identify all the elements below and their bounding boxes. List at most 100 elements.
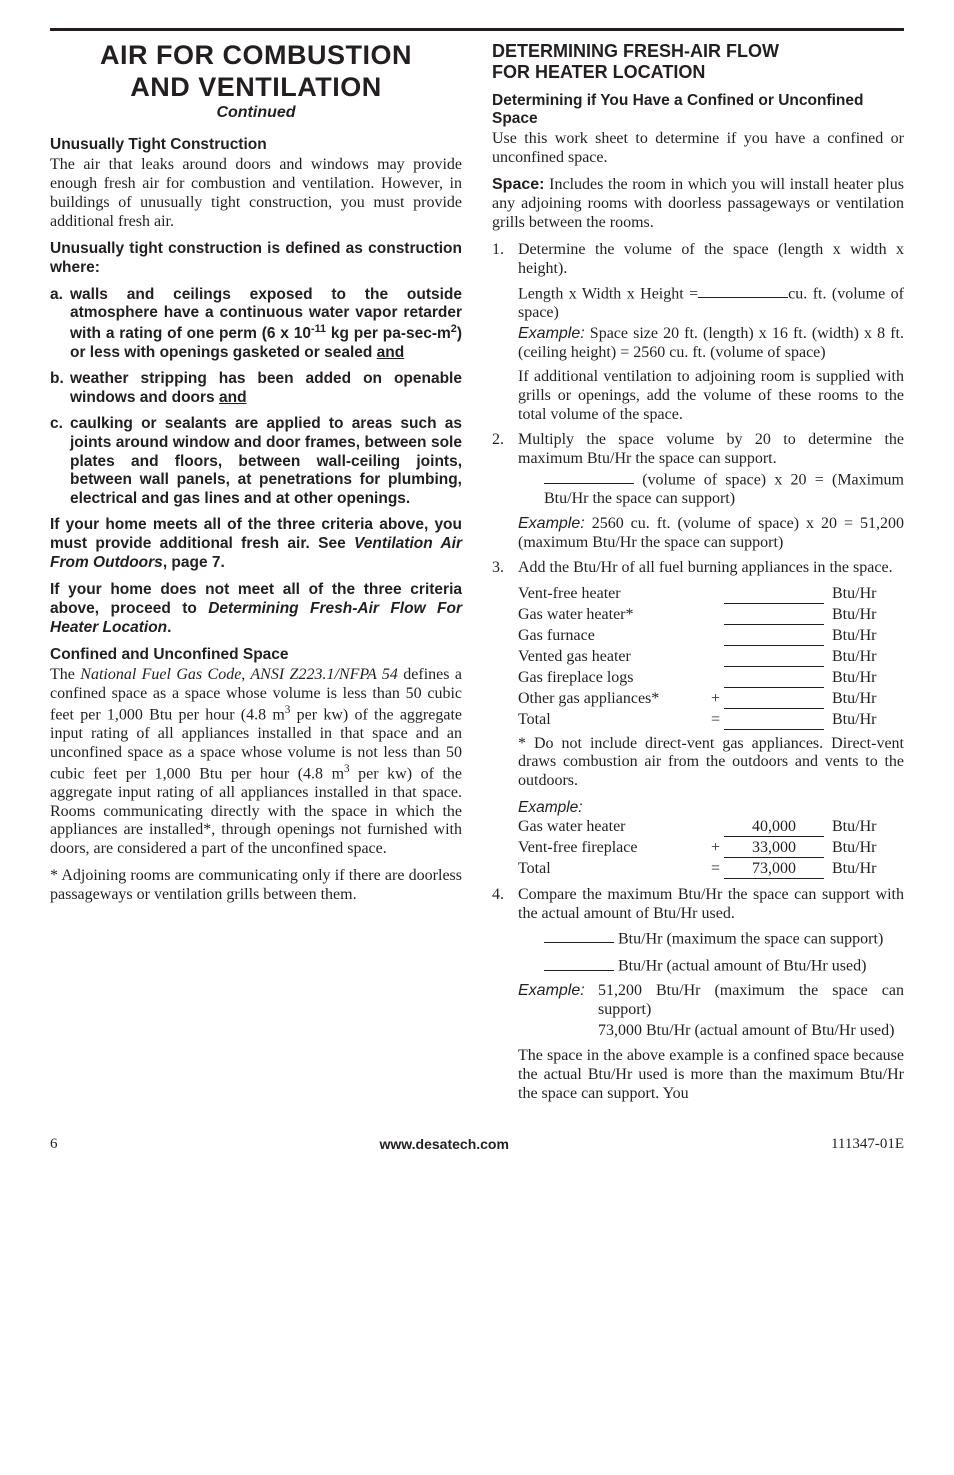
r5-label: Gas fireplace logs: [518, 668, 702, 689]
section-title-1: AIR FOR COMBUSTION: [50, 41, 462, 71]
item-a-text-mid: kg per pa-sec-m: [326, 325, 451, 342]
numbered-list: 1. Determine the volume of the space (le…: [492, 241, 904, 578]
r6-line: [724, 689, 828, 710]
step-3-text: Add the Btu/Hr of all fuel burning appli…: [518, 559, 893, 576]
ex-r2-unit: Btu/Hr: [828, 838, 880, 859]
step-4-line-b: Btu/Hr (actual amount of Btu/Hr used): [544, 955, 904, 976]
para-conclusion: The space in the above example is a conf…: [518, 1047, 904, 1104]
para-not-meet-c: .: [167, 619, 171, 636]
item-b: b. weather stripping has been added on o…: [50, 370, 462, 407]
step-1-text: Determine the volume of the space (lengt…: [518, 241, 904, 277]
btu-row-3: Gas furnace Btu/Hr: [518, 626, 880, 647]
item-b-and: and: [219, 389, 247, 406]
ex-lead-blank: [518, 1022, 598, 1041]
ex-row-1: Gas water heater40,000Btu/Hr: [518, 817, 880, 838]
ex-r3-val: 73,000: [724, 859, 828, 880]
r1-op: [702, 584, 724, 605]
footer-url: www.desatech.com: [380, 1136, 509, 1153]
para-adjoining-note: * Adjoining rooms are communicating only…: [50, 867, 462, 905]
para-worksheet-intro: Use this work sheet to determine if you …: [492, 130, 904, 168]
blank-space-volume: [544, 469, 634, 484]
label-2: 2.: [492, 431, 504, 450]
h0a: DETERMINING FRESH-AIR FLOW: [492, 41, 779, 61]
label-3: 3.: [492, 559, 504, 578]
heading-determining-space: Determining if You Have a Confined or Un…: [492, 92, 904, 128]
step-4-text: Compare the maximum Btu/Hr the space can…: [518, 886, 904, 922]
item-c: c. caulking or sealants are applied to a…: [50, 415, 462, 508]
r5-op: [702, 668, 724, 689]
example-label-2: Example:: [518, 515, 585, 532]
para-tight-intro: The air that leaks around doors and wind…: [50, 156, 462, 232]
ex-r1-val: 40,000: [724, 817, 828, 838]
btu-row-5: Gas fireplace logs Btu/Hr: [518, 668, 880, 689]
ex-r3-label: Total: [518, 859, 702, 880]
label-c: c.: [50, 415, 63, 434]
r2-op: [702, 605, 724, 626]
example-btu-table: Gas water heater 40,000Btu/Hr Vent-free f…: [518, 817, 880, 880]
btu-row-6: Other gas appliances*+ Btu/Hr: [518, 689, 880, 710]
step-4-line-a: Btu/Hr (maximum the space can support): [544, 928, 904, 949]
example-label-4: Example:: [518, 982, 598, 1020]
continued-label: Continued: [50, 104, 462, 122]
para-not-meet: If your home does not meet all of the th…: [50, 581, 462, 638]
para-meets-criteria: If your home meets all of the three crit…: [50, 516, 462, 573]
ex-r2-op: +: [702, 838, 724, 859]
blank-max: [544, 928, 614, 943]
label-b: b.: [50, 370, 64, 389]
numbered-list-4: 4. Compare the maximum Btu/Hr the space …: [492, 886, 904, 1041]
step-4-example-block: Example: 51,200 Btu/Hr (maximum the spac…: [518, 982, 904, 1041]
ex-body-b: 73,000 Btu/Hr (actual amount of Btu/Hr u…: [598, 1022, 904, 1041]
step-1-example: Example: Space size 20 ft. (length) x 16…: [518, 325, 904, 363]
footer: 6 www.desatech.com 111347-01E: [50, 1136, 904, 1153]
direct-vent-note: * Do not include direct-vent gas applian…: [518, 735, 904, 792]
r2-label: Gas water heater*: [518, 605, 702, 626]
step-1-formula: Length x Width x Height =cu. ft. (volume…: [518, 283, 904, 323]
r3-label: Gas furnace: [518, 626, 702, 647]
step-1: 1. Determine the volume of the space (le…: [492, 241, 904, 425]
ex-body-a: 51,200 Btu/Hr (maximum the space can sup…: [598, 982, 904, 1020]
label-4: 4.: [492, 886, 504, 905]
space-label: Space:: [492, 176, 544, 193]
p5b: National Fuel Gas Code, ANSI Z223.1/NFPA…: [80, 666, 398, 683]
r4-line: [724, 647, 828, 668]
blank-volume: [698, 283, 788, 298]
step-3: 3. Add the Btu/Hr of all fuel burning ap…: [492, 559, 904, 578]
r2-line: [724, 605, 828, 626]
btu-table: Vent-free heater Btu/Hr Gas water heater…: [518, 584, 880, 731]
btu-row-1: Vent-free heater Btu/Hr: [518, 584, 880, 605]
r2-unit: Btu/Hr: [828, 605, 880, 626]
step-2-formula: (volume of space) x 20 = (Maximum Btu/Hr…: [544, 469, 904, 509]
item-b-text: weather stripping has been added on open…: [70, 370, 462, 406]
r7-unit: Btu/Hr: [828, 710, 880, 731]
para-space-def: Space: Includes the room in which you wi…: [492, 176, 904, 233]
label-a: a.: [50, 286, 63, 305]
step-2-example: Example: 2560 cu. ft. (volume of space) …: [518, 515, 904, 553]
p5a: The: [50, 666, 80, 683]
ex-r3-unit: Btu/Hr: [828, 859, 880, 880]
ex-r1-op: [702, 817, 724, 838]
ex-row-2: Vent-free fireplace+33,000Btu/Hr: [518, 838, 880, 859]
ex-row-3: Total=73,000Btu/Hr: [518, 859, 880, 880]
heading-unusually-tight: Unusually Tight Construction: [50, 136, 462, 154]
footer-page: 6: [50, 1136, 58, 1153]
item-a: a. walls and ceilings exposed to the out…: [50, 286, 462, 363]
item-a-sup1: -11: [311, 323, 326, 335]
abc-list: a. walls and ceilings exposed to the out…: [50, 286, 462, 509]
ex-r2-val: 33,000: [724, 838, 828, 859]
step-4: 4. Compare the maximum Btu/Hr the space …: [492, 886, 904, 1041]
r1-label: Vent-free heater: [518, 584, 702, 605]
ex-row-b: 73,000 Btu/Hr (actual amount of Btu/Hr u…: [518, 1022, 904, 1041]
btu-row-4: Vented gas heater Btu/Hr: [518, 647, 880, 668]
footer-doc: 111347-01E: [831, 1136, 904, 1153]
item-a-and: and: [377, 344, 405, 361]
r3-unit: Btu/Hr: [828, 626, 880, 647]
r6-op: +: [702, 689, 724, 710]
step-1-note: If additional ventilation to adjoining r…: [518, 368, 904, 425]
ex-r1-label: Gas water heater: [518, 817, 702, 838]
step-4b-text: Btu/Hr (actual amount of Btu/Hr used): [614, 958, 866, 975]
item-c-text: caulking or sealants are applied to area…: [70, 415, 462, 506]
btu-row-2: Gas water heater* Btu/Hr: [518, 605, 880, 626]
page: AIR FOR COMBUSTION AND VENTILATION Conti…: [0, 0, 954, 1171]
ex-r3-op: =: [702, 859, 724, 880]
columns: AIR FOR COMBUSTION AND VENTILATION Conti…: [50, 41, 904, 1112]
